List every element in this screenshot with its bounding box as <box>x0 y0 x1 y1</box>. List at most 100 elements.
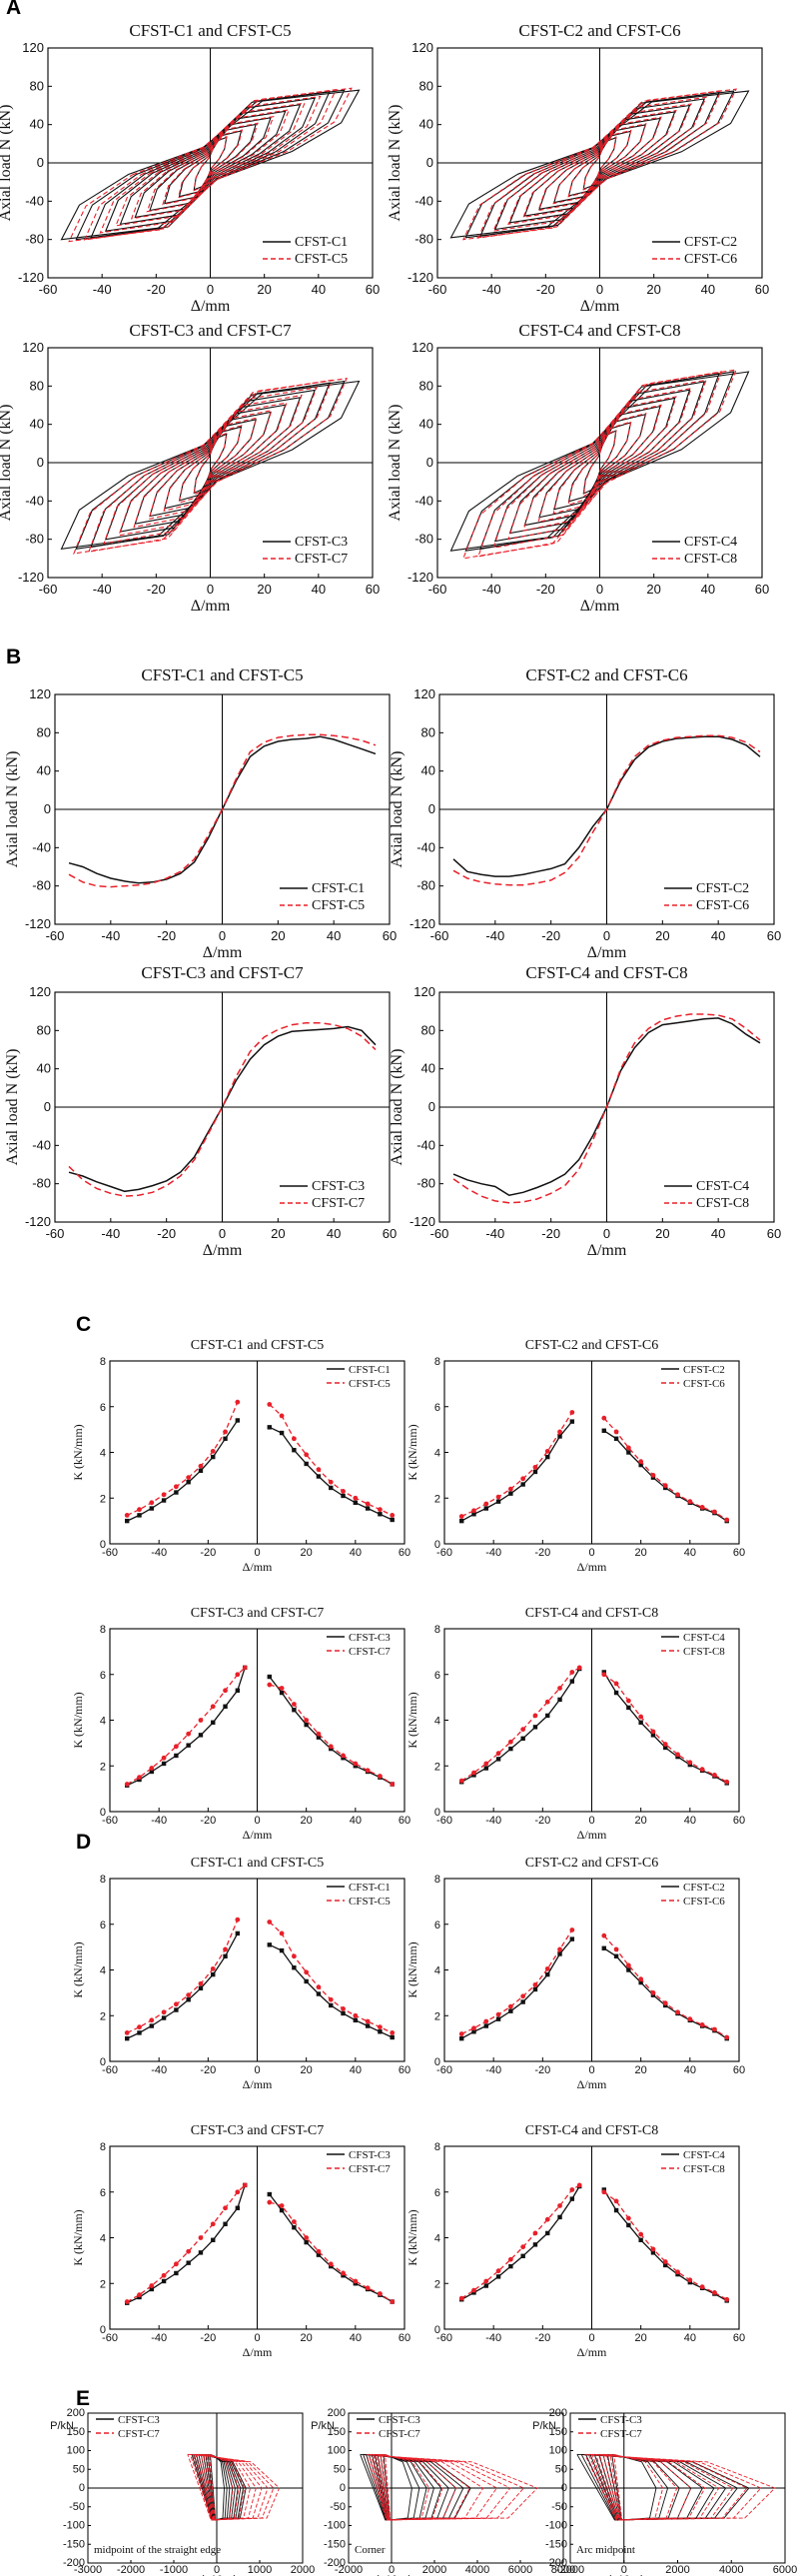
stiffness-point-cfst-c6 <box>662 2000 668 2006</box>
y-axis-label: Axial load N (kN) <box>387 105 404 222</box>
y-tick-label: 8 <box>434 1624 440 1636</box>
y-tick-label: 2 <box>434 2278 440 2290</box>
stiffness-point-cfst-c3 <box>292 2225 297 2230</box>
x-tick-label: 40 <box>711 1226 725 1241</box>
y-tick-label: -40 <box>416 1137 435 1152</box>
stiffness-point-cfst-c7 <box>149 1766 155 1771</box>
x-tick-label: 20 <box>257 582 271 597</box>
chart-e-2: -2000 0 2000 4000 6000 8000-200-150-100-50050… <box>311 2407 575 2576</box>
stiffness-line-pos-cfst-c6 <box>603 1934 728 2038</box>
stiffness-point-cfst-c1 <box>186 1480 191 1485</box>
y-tick-label: 40 <box>37 1061 51 1076</box>
stiffness-point-cfst-c8 <box>613 1681 619 1687</box>
stiffness-point-cfst-c8 <box>625 1698 631 1704</box>
legend-label-cfst-c1: CFST-C1 <box>349 1364 391 1376</box>
chart-title: CFST-C3 and CFST-C7 <box>129 321 292 340</box>
y-tick-label: -50 <box>551 2501 567 2513</box>
legend-label-cfst-c3: CFST-C3 <box>349 2149 391 2161</box>
stiffness-point-cfst-c5 <box>173 2001 179 2007</box>
stiffness-point-cfst-c8 <box>507 1739 513 1745</box>
stiffness-point-cfst-c5 <box>365 1501 371 1507</box>
stiffness-point-cfst-c4 <box>508 1746 513 1752</box>
stiffness-point-cfst-c8 <box>601 2189 607 2195</box>
stiffness-point-cfst-c8 <box>532 1713 538 1719</box>
y-tick-label: -120 <box>409 916 435 931</box>
x-tick-label: 40 <box>701 582 715 597</box>
legend-label-cfst-c3: CFST-C3 <box>295 535 348 550</box>
y-axis-label: K (kN/mm) <box>71 1424 85 1480</box>
y-axis-label: Axial load N (kN) <box>4 1049 21 1166</box>
x-tick-label: -40 <box>482 282 501 297</box>
chart-d-1: CFST-C1 and CFST-C5 -60 -40 -20 0 20 40 60 0 2 4 6 8… <box>71 1856 410 2091</box>
stiffness-point-cfst-c3 <box>304 2239 309 2245</box>
stiffness-point-cfst-c1 <box>267 1942 272 1947</box>
chart-title: CFST-C2 and CFST-C6 <box>525 1856 659 1871</box>
stiffness-point-cfst-c8 <box>520 1727 526 1733</box>
y-tick-label: 0 <box>44 801 51 816</box>
x-tick-label: -60 <box>436 1815 452 1827</box>
x-tick-label: 2000 <box>291 2564 315 2576</box>
y-axis-label: Axial load N (kN) <box>389 751 405 868</box>
stiffness-point-cfst-c2 <box>569 1419 575 1424</box>
stiffness-point-cfst-c5 <box>316 1984 322 1990</box>
stiffness-point-cfst-c7 <box>242 1665 248 1671</box>
legend-label-cfst-c3: CFST-C3 <box>349 1632 391 1644</box>
y-tick-label: 40 <box>30 417 44 432</box>
legend-label-cfst-c3: CFST-C3 <box>312 1179 365 1194</box>
chart-title: CFST-C4 and CFST-C8 <box>525 2123 659 2138</box>
x-tick-label: 20 <box>655 1226 669 1241</box>
hysteresis-loop-cfst-c6 <box>477 90 723 239</box>
stiffness-point-cfst-c4 <box>557 1697 562 1703</box>
x-tick-label: 40 <box>312 582 326 597</box>
stiffness-point-cfst-c7 <box>198 1718 204 1723</box>
y-tick-label: 150 <box>549 2426 567 2438</box>
y-tick-label: -40 <box>25 193 44 208</box>
x-axis-label: Δ/mm <box>587 1242 627 1259</box>
x-tick-label: -3000 <box>74 2564 102 2576</box>
x-tick-label: -20 <box>200 1815 216 1827</box>
x-axis-label: Δ/mm <box>577 2345 607 2359</box>
stiffness-point-cfst-c7 <box>291 1702 297 1707</box>
x-tick-label: -40 <box>485 2064 501 2076</box>
stiffness-point-cfst-c4 <box>483 1766 488 1771</box>
stiffness-point-cfst-c2 <box>508 1491 513 1496</box>
x-tick-label: -60 <box>436 2332 452 2344</box>
y-tick-label: 2 <box>100 2010 106 2022</box>
stiffness-point-cfst-c8 <box>507 2256 513 2262</box>
panel-label-d: D <box>76 1831 91 1854</box>
x-tick-label: 40 <box>327 1226 341 1241</box>
stiffness-point-cfst-c6 <box>495 1494 501 1500</box>
x-tick-label: -60 <box>430 928 449 943</box>
stiffness-point-cfst-c6 <box>507 2003 513 2009</box>
y-tick-label: 40 <box>421 1061 435 1076</box>
strain-loop-cfst-c7 <box>187 2453 281 2521</box>
y-axis-label: Axial load N (kN) <box>0 105 14 222</box>
stiffness-point-cfst-c8 <box>699 2284 705 2290</box>
hysteresis-loop-cfst-c5 <box>115 102 306 227</box>
stiffness-point-cfst-c7 <box>353 1761 359 1767</box>
hysteresis-loop-cfst-c7 <box>193 432 228 496</box>
x-axis-label: Δ/mm <box>243 1560 273 1574</box>
y-tick-label: 120 <box>22 40 44 55</box>
stiffness-point-cfst-c5 <box>353 1495 359 1501</box>
legend-label-cfst-c3: CFST-C3 <box>600 2414 642 2426</box>
x-tick-label: -20 <box>200 2332 216 2344</box>
x-tick-label: 60 <box>366 282 380 297</box>
stiffness-point-cfst-c2 <box>626 1967 631 1972</box>
hysteresis-loop-cfst-c8 <box>507 387 692 541</box>
x-tick-label: -2000 <box>335 2564 363 2576</box>
panel-label-e: E <box>76 2387 90 2410</box>
chart-c-3: CFST-C3 and CFST-C7 -60 -40 -20 0 20 40 60 0 2 4 6 8… <box>71 1606 410 1842</box>
stiffness-point-cfst-c3 <box>149 2286 154 2292</box>
stiffness-point-cfst-c7 <box>390 2299 396 2304</box>
stiffness-point-cfst-c7 <box>186 2248 192 2254</box>
stiffness-point-cfst-c6 <box>675 2009 680 2015</box>
stiffness-point-cfst-c2 <box>459 1518 464 1524</box>
stiffness-point-cfst-c6 <box>625 1962 631 1968</box>
x-tick-label: 60 <box>399 1547 410 1559</box>
x-tick-label: 0 <box>254 2064 260 2076</box>
x-tick-label: -20 <box>200 1547 216 1559</box>
x-tick-label: -60 <box>102 2064 118 2076</box>
y-tick-label: -120 <box>18 270 44 285</box>
stiffness-point-cfst-c6 <box>483 1501 489 1507</box>
